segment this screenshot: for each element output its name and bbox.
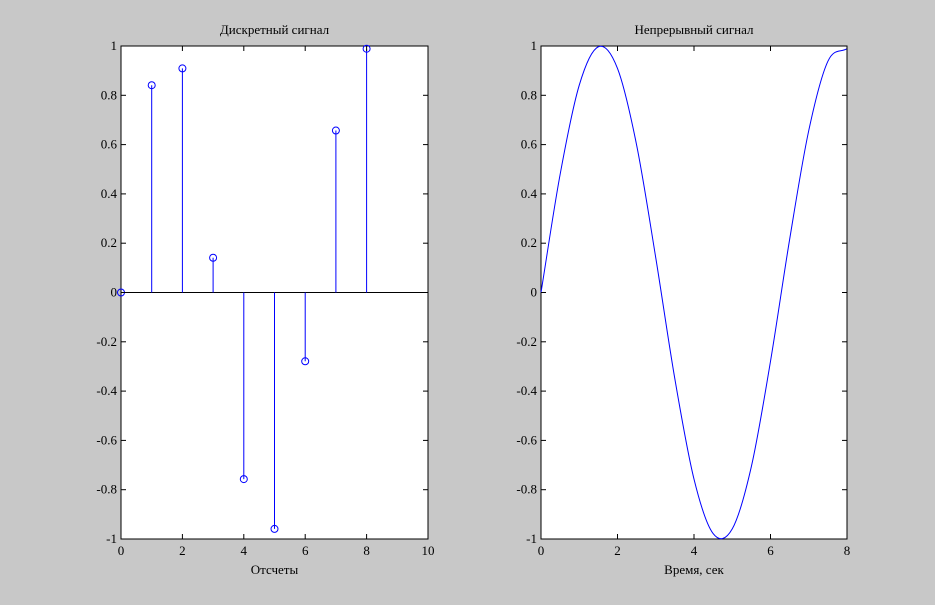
continuous-curve-group — [540, 45, 848, 540]
discrete-ytick-label: 0 — [111, 285, 118, 300]
discrete-ticks: 0 2 4 6 8 10 -1 -0.8 -0.6 -0.4 -0.2 0 0.2 0.4 0.6 0.8 1 — [96, 38, 434, 558]
continuous-ytick-label: -0.8 — [516, 482, 537, 497]
stem-marker — [209, 253, 218, 262]
discrete-stems — [117, 44, 428, 533]
stem-marker — [239, 475, 248, 484]
continuous-ytick-label: -0.6 — [516, 432, 537, 447]
discrete-xtick-label: 2 — [179, 543, 186, 558]
continuous-xtick-label: 0 — [538, 543, 545, 558]
stem-marker — [270, 524, 279, 533]
continuous-signal-plot: 0 2 4 6 8 -1 -0.8 -0.6 -0.4 -0.2 0 0.2 0.4 0.6 0.8 1 Не… — [516, 22, 850, 577]
discrete-xtick-label: 10 — [422, 543, 435, 558]
discrete-signal-plot: 0 2 4 6 8 10-1-0.8-0.6-0.4-0.200.20.40.60.81 … — [96, 22, 434, 577]
continuous-xtick-label: 6 — [767, 543, 774, 558]
discrete-ytick-label: 1 — [111, 38, 118, 53]
discrete-ytick-label: 0.2 — [101, 235, 117, 250]
discrete-ytick-label: 0.4 — [101, 186, 118, 201]
stem-marker — [147, 81, 156, 90]
continuous-ytick-label: 0.8 — [521, 87, 537, 102]
continuous-xtick-label: 8 — [844, 543, 851, 558]
discrete-ytick-label: 0.6 — [101, 137, 118, 152]
discrete-xtick-label: 0 — [118, 543, 125, 558]
stem-marker — [301, 357, 310, 366]
stem-marker — [331, 126, 340, 135]
continuous-ytick-label: -1 — [526, 531, 537, 546]
discrete-ytick-label: -0.2 — [96, 334, 117, 349]
discrete-plot-title: Дискретный сигнал — [220, 22, 330, 37]
discrete-ytick-label: -0.6 — [96, 432, 117, 447]
discrete-x-axis-label: Отсчеты — [251, 562, 299, 577]
discrete-ytick-label: -0.8 — [96, 482, 117, 497]
discrete-ytick-label: -0.4 — [96, 383, 117, 398]
stem-marker — [362, 44, 371, 53]
continuous-ytick-label: 1 — [531, 38, 538, 53]
continuous-ticks: 0 2 4 6 8 -1 -0.8 -0.6 -0.4 -0.2 0 0.2 0.4 0.6 0.8 1 — [516, 38, 850, 558]
continuous-xtick-label: 2 — [614, 543, 621, 558]
continuous-plot-title: Непрерывный сигнал — [634, 22, 754, 37]
continuous-ytick-label: -0.2 — [516, 334, 537, 349]
discrete-xtick-label: 6 — [302, 543, 309, 558]
discrete-ytick-label: -1 — [106, 531, 117, 546]
continuous-ytick-label: 0.6 — [521, 137, 538, 152]
continuous-plot-area — [540, 45, 848, 540]
discrete-xtick-label: 8 — [363, 543, 370, 558]
stem-marker — [178, 64, 187, 73]
continuous-ytick-label: 0.4 — [521, 186, 538, 201]
continuous-ytick-label: 0.2 — [521, 235, 537, 250]
continuous-ytick-label: 0 — [531, 285, 538, 300]
discrete-ytick-label: 0.8 — [101, 87, 117, 102]
continuous-xtick-label: 4 — [691, 543, 698, 558]
continuous-ytick-label: -0.4 — [516, 383, 537, 398]
discrete-xtick-label: 4 — [241, 543, 248, 558]
continuous-x-axis-label: Время, сек — [664, 562, 724, 577]
continuous-signal-curve — [540, 45, 848, 540]
